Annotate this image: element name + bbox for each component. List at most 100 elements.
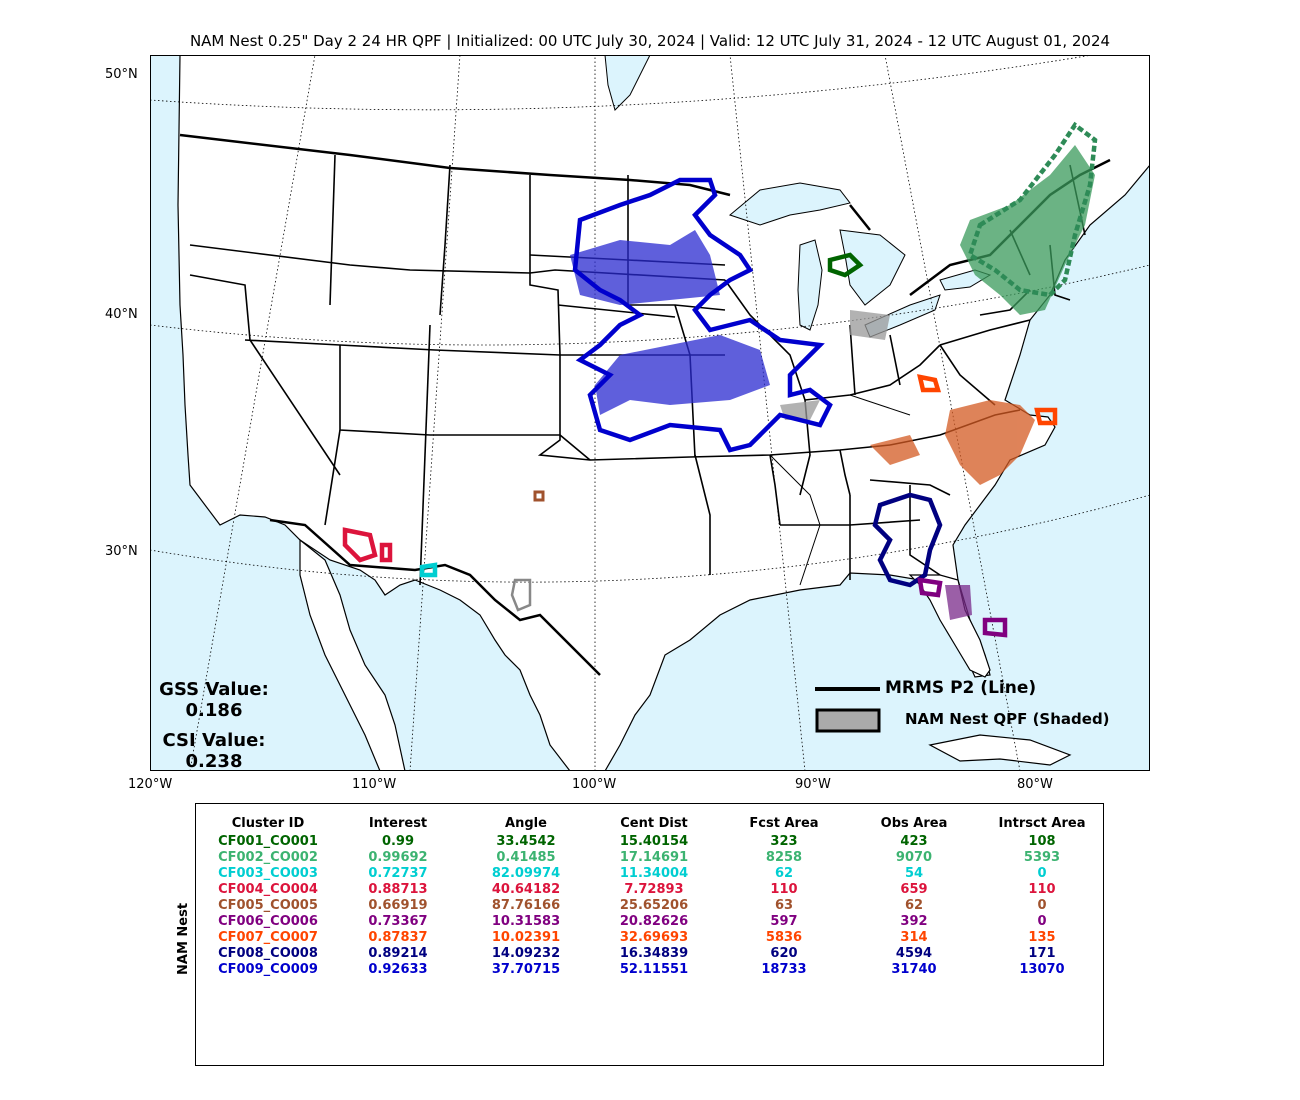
fcst-area-gray <box>850 310 890 340</box>
table-header: Fcst Area <box>749 816 819 831</box>
lat-label-40: 40°N <box>105 307 138 322</box>
land-cuba <box>928 734 1072 766</box>
table-column: Angle 33.4542 0.41485 82.09974 40.64182 87.76… <box>466 814 586 978</box>
table-cell: 8258 <box>765 850 803 865</box>
stats-table: Cluster ID CF001_CO001 CF002_CO002 CF003_CO… <box>195 803 1104 1066</box>
table-cell: 0.99692 <box>368 850 428 865</box>
table-cell: CF005_CO005 <box>218 898 318 913</box>
table-cell: 33.4542 <box>496 834 556 849</box>
table-cell: 0 <box>1037 898 1047 913</box>
lake-superior <box>728 182 851 226</box>
lake-michigan <box>797 239 823 331</box>
table-cell: CF008_CO008 <box>218 946 318 961</box>
table-cell: CF007_CO007 <box>218 930 318 945</box>
table-cell: 15.40154 <box>619 834 689 849</box>
hudson-bay <box>604 55 651 111</box>
fcst-area-orange <box>945 400 1035 485</box>
fcst-area-blue-2 <box>595 335 770 415</box>
table-cell: 9070 <box>895 850 933 865</box>
table-cell: 620 <box>770 946 798 961</box>
table-cell: 5393 <box>1023 850 1061 865</box>
table-cell: 0.41485 <box>496 850 556 865</box>
table-cell: 5836 <box>765 930 803 945</box>
table-cell: 37.70715 <box>491 962 561 977</box>
table-cell: 11.34004 <box>619 866 689 881</box>
qpf-map <box>150 55 1150 771</box>
fcst-area-green <box>960 145 1095 315</box>
obs-outline-gray <box>510 578 532 612</box>
lon-label-110: 110°W <box>352 777 397 792</box>
lon-label-80: 80°W <box>1017 777 1053 792</box>
us-mexico-border <box>269 518 601 676</box>
table-cell: 110 <box>1028 882 1056 897</box>
table-header: Angle <box>505 816 547 831</box>
fcst-shading <box>570 145 1095 620</box>
table-cell: 87.76166 <box>491 898 561 913</box>
table-column: Cluster ID CF001_CO001 CF002_CO002 CF003_CO… <box>208 814 328 978</box>
obs-outlines <box>342 121 1098 638</box>
obs-outline-orange <box>917 374 942 393</box>
csi-value: 0.238 <box>185 751 243 772</box>
table-cell: 82.09974 <box>491 866 561 881</box>
gss-value: 0.186 <box>185 700 243 721</box>
obs-outline-cyan <box>419 562 438 578</box>
obs-outline-crimson <box>342 527 378 563</box>
lat-label-30: 30°N <box>105 544 138 559</box>
lat-label-50: 50°N <box>105 67 138 82</box>
table-column: Intrsct Area 108 5393 0 110 0 0 135 171 13070 <box>982 814 1102 978</box>
table-cell: CF006_CO006 <box>218 914 318 929</box>
table-cell: 0.88713 <box>368 882 428 897</box>
table-cell: 423 <box>900 834 928 849</box>
gss-label: GSS Value: <box>159 679 269 700</box>
table-cell: CF002_CO002 <box>218 850 318 865</box>
table-cell: 659 <box>900 882 928 897</box>
table-cell: 63 <box>774 898 794 913</box>
table-cell: 10.02391 <box>491 930 561 945</box>
obs-outline-blue <box>572 177 833 453</box>
table-cell: 4594 <box>895 946 933 961</box>
table-cell: 54 <box>904 866 924 881</box>
table-header: Cluster ID <box>231 816 305 831</box>
table-cell: 392 <box>900 914 928 929</box>
table-column: Obs Area 423 9070 54 659 62 392 314 4594 31740 <box>854 814 974 978</box>
fcst-area-gray-2 <box>780 400 820 420</box>
table-cell: CF001_CO001 <box>218 834 318 849</box>
obs-outline-navy <box>872 492 943 588</box>
fcst-area-orange-2 <box>870 435 920 465</box>
table-header: Interest <box>368 816 428 831</box>
csi-label: CSI Value: <box>162 730 266 751</box>
table-cell: 0.87837 <box>368 930 428 945</box>
table-header: Intrsct Area <box>998 816 1086 831</box>
table-cell: 13070 <box>1019 962 1065 977</box>
table-cell: CF003_CO003 <box>218 866 318 881</box>
table-header: Obs Area <box>880 816 948 831</box>
table-cell: 135 <box>1028 930 1056 945</box>
table-cell: 10.31583 <box>491 914 561 929</box>
lon-label-100: 100°W <box>572 777 617 792</box>
obs-outline-purple-2 <box>917 577 943 598</box>
obs-outline-orange-2 <box>1034 407 1058 426</box>
table-cell: 31740 <box>891 962 937 977</box>
table-cell: 62 <box>774 866 794 881</box>
table-cell: 0.89214 <box>368 946 428 961</box>
table-cell: 32.69693 <box>619 930 689 945</box>
table-cell: 0.66919 <box>368 898 428 913</box>
land-baja <box>299 538 406 771</box>
table-cell: 0.73367 <box>368 914 428 929</box>
table-ylabel: NAM Nest <box>176 902 191 975</box>
table-cell: 18733 <box>761 962 807 977</box>
table-cell: CF009_CO009 <box>218 962 318 977</box>
table-cell: 20.82626 <box>619 914 689 929</box>
table-cell: 108 <box>1028 834 1056 849</box>
obs-outline-crimson-2 <box>379 542 393 563</box>
legend-fcst-label: NAM Nest QPF (Shaded) <box>905 710 1110 728</box>
table-cell: 25.65206 <box>619 898 689 913</box>
map-title: NAM Nest 0.25" Day 2 24 HR QPF | Initial… <box>189 32 1111 50</box>
table-cell: 52.11551 <box>619 962 689 977</box>
legend-shade-symbol <box>815 708 881 733</box>
table-cell: 62 <box>904 898 924 913</box>
table-cell: 14.09232 <box>491 946 561 961</box>
lake-huron <box>839 229 906 306</box>
csi-score: CSI Value: 0.238 <box>150 730 278 772</box>
table-cell: 0 <box>1037 914 1047 929</box>
